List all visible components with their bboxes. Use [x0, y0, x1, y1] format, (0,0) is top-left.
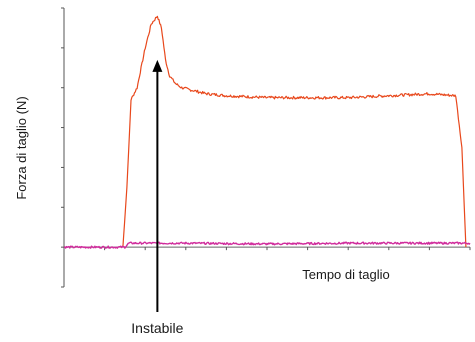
series-line-force: [122, 15, 467, 248]
chart-axes: [63, 8, 470, 287]
annotation-label: Instabile: [131, 320, 183, 336]
x-axis-label: Tempo di taglio: [302, 267, 389, 282]
chart-series: [63, 15, 471, 249]
chart-ticks: [61, 7, 471, 288]
series-line-baseline: [63, 241, 471, 249]
annotation-arrow-head: [152, 59, 163, 72]
annotation-group: Instabile: [131, 59, 184, 336]
y-axis-label: Forza di taglio (N): [14, 96, 29, 199]
